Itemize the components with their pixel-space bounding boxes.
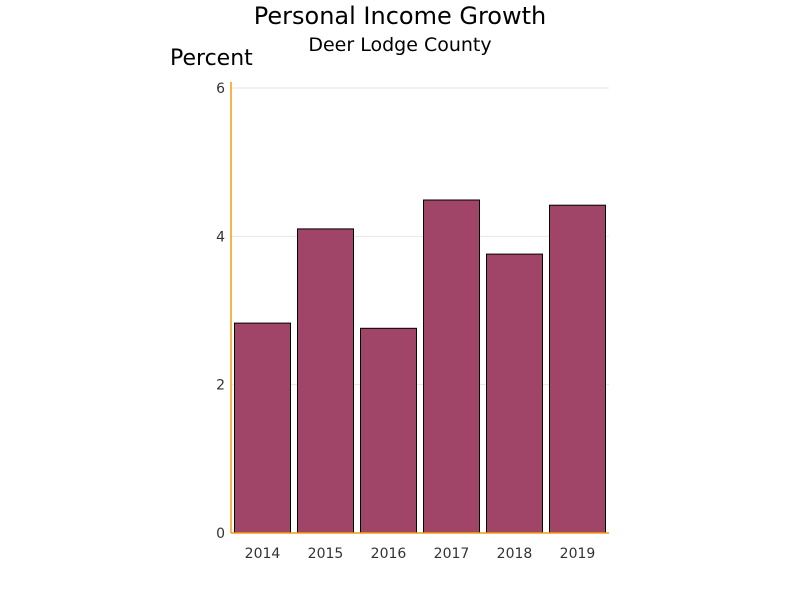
x-tick-labels: 2014 2015 2016 2017 2018 2019: [245, 546, 596, 562]
bar-2016: [360, 327, 417, 534]
x-tick-label-2019: 2019: [560, 546, 596, 562]
y-tick-label-6: 6: [216, 81, 225, 97]
axes: [230, 82, 609, 534]
x-tick-label-2016: 2016: [371, 546, 407, 562]
bars: [234, 199, 606, 534]
bar-2017: [423, 199, 480, 534]
bar-2014: [234, 322, 291, 534]
y-tick-label-4: 4: [216, 229, 225, 245]
gridlines: [231, 87, 609, 386]
chart-title: Personal Income Growth: [253, 2, 547, 30]
bar-2018: [486, 253, 543, 534]
y-tick-labels: 0 2 4 6: [216, 81, 225, 542]
x-tick-label-2018: 2018: [497, 546, 533, 562]
x-tick-label-2015: 2015: [308, 546, 344, 562]
chart-subtitle: Deer Lodge County: [308, 34, 492, 56]
x-tick-label-2017: 2017: [434, 546, 470, 562]
y-tick-label-0: 0: [216, 526, 225, 542]
bar-2019: [549, 204, 606, 534]
y-axis-label: Percent: [170, 46, 253, 71]
bar-2015: [297, 228, 354, 534]
y-tick-label-2: 2: [216, 378, 225, 394]
x-tick-label-2014: 2014: [245, 546, 281, 562]
